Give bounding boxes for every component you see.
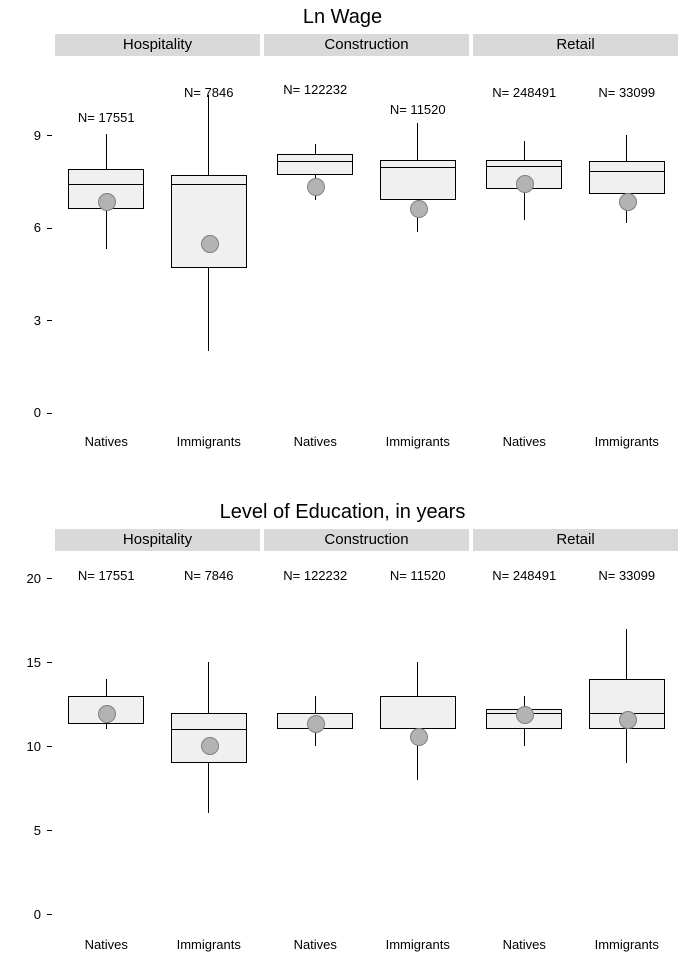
y-tick-mark <box>47 578 52 579</box>
facet-strip: Retail <box>473 34 678 56</box>
whisker-lower <box>524 189 525 220</box>
mean-point <box>98 705 116 723</box>
facet-strip: Construction <box>264 529 469 551</box>
whisker-upper <box>417 662 418 696</box>
facet-plot: N= 248491 N= 33099 <box>473 553 678 931</box>
whisker-upper <box>315 144 316 153</box>
median-line <box>486 166 562 167</box>
facet-strip: Hospitality <box>55 529 260 551</box>
n-label: N= 17551 <box>57 110 155 125</box>
mean-point <box>307 178 325 196</box>
y-tick-label: 5 <box>0 823 41 838</box>
x-category-label: Natives <box>55 434 158 449</box>
whisker-upper <box>315 696 316 713</box>
panel-lnwage: Ln Wage 0 3 6 9 HospitalityN= 17551N= 7846 Nat… <box>0 0 685 470</box>
facet-plot: N= 248491 N= 33099 <box>473 58 678 428</box>
x-category-label: Natives <box>264 937 367 952</box>
median-line <box>171 184 247 185</box>
whisker-upper <box>106 679 107 696</box>
page-root: Ln Wage 0 3 6 9 Hospitality N= 17551 N= 7846 Nat… <box>0 0 685 973</box>
whisker-lower <box>106 209 107 249</box>
facet-strip: Construction <box>264 34 469 56</box>
whisker-upper <box>208 95 209 175</box>
box <box>380 696 456 730</box>
whisker-upper <box>106 134 107 169</box>
mean-point <box>410 728 428 746</box>
y-tick-mark <box>47 135 52 136</box>
median-line <box>68 696 144 697</box>
mean-point <box>619 711 637 729</box>
y-tick-label: 3 <box>0 313 41 328</box>
whisker-lower <box>208 268 209 351</box>
median-line <box>277 161 353 162</box>
x-category-label: Natives <box>264 434 367 449</box>
n-label: N= 122232 <box>266 568 364 583</box>
panel-title: Level of Education, in years <box>0 501 685 524</box>
box <box>171 175 247 268</box>
n-label: N= 7846 <box>160 568 258 583</box>
y-tick-label: 10 <box>0 739 41 754</box>
whisker-lower <box>106 724 107 729</box>
whisker-lower <box>626 729 627 763</box>
x-category-label: Immigrants <box>576 937 679 952</box>
x-category-label: Immigrants <box>576 434 679 449</box>
facet-plot: N= 17551N= 7846 <box>55 58 260 428</box>
whisker-upper <box>208 662 209 712</box>
n-label: N= 11520 <box>369 102 467 117</box>
mean-point <box>516 175 534 193</box>
whisker-upper <box>626 629 627 679</box>
x-category-label: Immigrants <box>367 937 470 952</box>
x-category-label: Natives <box>473 937 576 952</box>
x-category-label: Natives <box>473 434 576 449</box>
facet-strip: Retail <box>473 529 678 551</box>
y-tick-mark <box>47 914 52 915</box>
y-tick-label: 20 <box>0 571 41 586</box>
n-label: N= 11520 <box>369 568 467 583</box>
x-category-label: Immigrants <box>367 434 470 449</box>
median-line <box>380 167 456 168</box>
y-tick-label: 0 <box>0 907 41 922</box>
mean-point <box>410 200 428 218</box>
facet-strip: Hospitality <box>55 34 260 56</box>
y-tick-mark <box>47 320 52 321</box>
whisker-upper <box>417 123 418 160</box>
x-category-label: Immigrants <box>158 434 261 449</box>
whisker-upper <box>524 141 525 160</box>
y-tick-mark <box>47 413 52 414</box>
n-label: N= 17551 <box>57 568 155 583</box>
box <box>277 154 353 176</box>
y-tick-label: 9 <box>0 128 41 143</box>
mean-point <box>201 737 219 755</box>
n-label: N= 33099 <box>578 85 676 100</box>
mean-point <box>307 715 325 733</box>
y-tick-mark <box>47 746 52 747</box>
median-line <box>171 729 247 730</box>
y-tick-label: 15 <box>0 655 41 670</box>
n-label: N= 33099 <box>578 568 676 583</box>
n-label: N= 248491 <box>475 85 573 100</box>
median-line <box>589 171 665 172</box>
whisker-lower <box>208 763 209 813</box>
x-category-label: Immigrants <box>158 937 261 952</box>
median-line <box>68 184 144 185</box>
y-tick-mark <box>47 662 52 663</box>
y-tick-mark <box>47 228 52 229</box>
box <box>589 161 665 193</box>
whisker-lower <box>524 729 525 746</box>
x-category-label: Natives <box>55 937 158 952</box>
panel-title: Ln Wage <box>0 6 685 29</box>
y-tick-label: 0 <box>0 405 41 420</box>
panel-edu: Level of Education, in years 0 5 10 15 20 Hosp… <box>0 495 685 973</box>
n-label: N= 122232 <box>266 82 364 97</box>
facet-plot: N= 17551 N= 7846 <box>55 553 260 931</box>
y-tick-label: 6 <box>0 220 41 235</box>
box <box>380 160 456 200</box>
mean-point <box>201 235 219 253</box>
y-tick-mark <box>47 830 52 831</box>
facet-plot: N= 122232 N= 11520 <box>264 553 469 931</box>
mean-point <box>619 193 637 211</box>
whisker-upper <box>626 135 627 161</box>
n-label: N= 248491 <box>475 568 573 583</box>
facet-plot: N= 122232 N= 11520 <box>264 58 469 428</box>
